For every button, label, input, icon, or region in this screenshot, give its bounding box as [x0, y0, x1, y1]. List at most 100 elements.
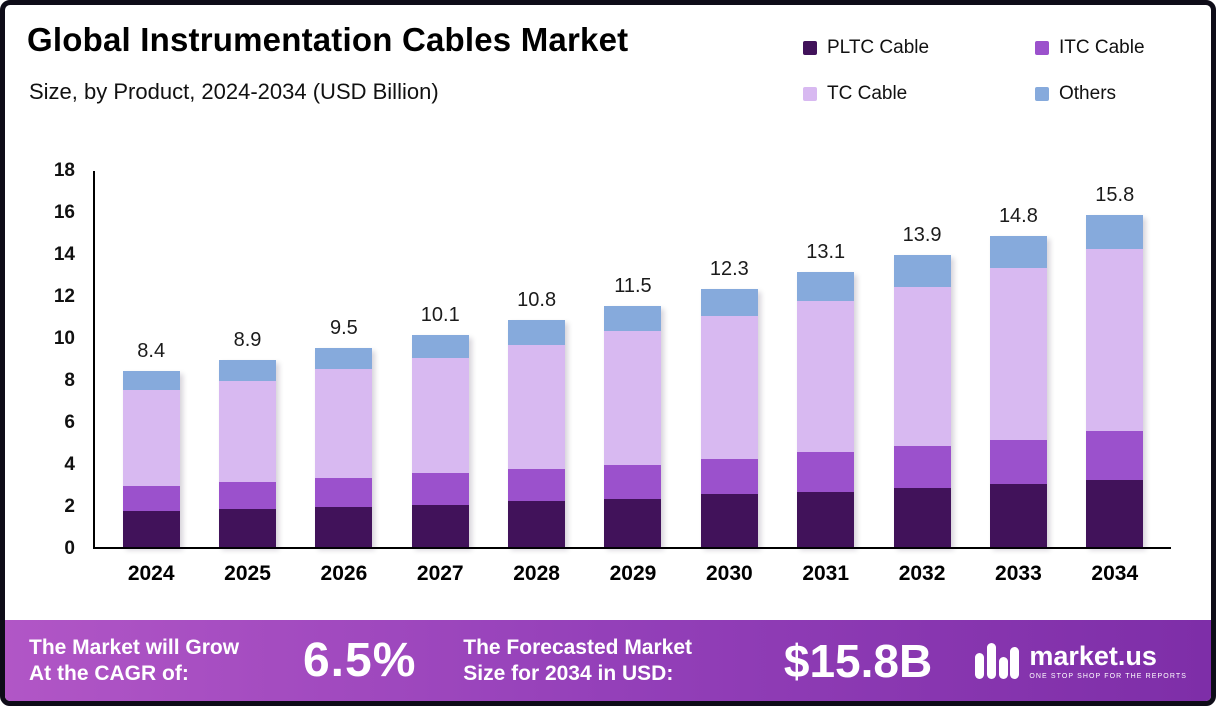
- y-tick-label: 2: [64, 496, 75, 517]
- bar-stack: [604, 305, 662, 548]
- bar-segment-tc-cable: [508, 345, 566, 470]
- x-axis-label: 2028: [513, 562, 560, 585]
- legend-label: PLTC Cable: [827, 37, 930, 58]
- legend-item-others: Others: [1035, 83, 1145, 105]
- bar-segment-itc-cable: [122, 486, 180, 512]
- bar-segment-others: [122, 370, 180, 390]
- x-axis-label: 2030: [705, 562, 753, 585]
- bar-segment-pltc-cable: [700, 494, 758, 547]
- bar-segment-tc-cable: [122, 389, 180, 487]
- cagr-label: The Market will Grow At the CAGR of:: [29, 635, 240, 685]
- bar-group: 11.5 2029: [604, 171, 662, 585]
- y-tick-label: 8: [64, 370, 75, 391]
- x-axis-label: 2031: [802, 562, 850, 585]
- bar-group: 10.8 2028: [508, 171, 566, 585]
- y-tick-label: 12: [53, 286, 75, 307]
- bar-segment-pltc-cable: [989, 483, 1047, 547]
- legend-swatch-tc-cable: [803, 87, 817, 101]
- bar-total-label: 9.5: [329, 316, 358, 339]
- bar-group: 8.4 2024: [122, 171, 180, 585]
- bar-segment-tc-cable: [893, 286, 951, 447]
- bar-segment-itc-cable: [1086, 431, 1144, 480]
- plot-area: 8.4 2024 8.9 2025 9.5 2026 10.1 2027 10.8 2028 11.…: [93, 171, 1171, 585]
- bar-segment-pltc-cable: [1086, 479, 1144, 547]
- x-axis-label: 2033: [995, 562, 1042, 585]
- bar-segment-tc-cable: [1086, 248, 1144, 432]
- page-subtitle: Size, by Product, 2024-2034 (USD Billion…: [29, 79, 439, 104]
- bar-stack: [989, 236, 1047, 547]
- bar-segment-itc-cable: [219, 481, 277, 510]
- y-tick-label: 14: [53, 244, 75, 265]
- bar-segment-itc-cable: [700, 458, 758, 495]
- bar-total-label: 10.8: [517, 289, 557, 312]
- bar-segment-itc-cable: [411, 473, 469, 505]
- legend-item-tc-cable: TC Cable: [803, 83, 1035, 105]
- bar-total-label: 13.9: [902, 224, 942, 247]
- bar-stack: [700, 288, 758, 547]
- bar-segment-others: [1086, 215, 1144, 249]
- bar-group: 12.3 2030: [700, 171, 758, 585]
- legend-label: Others: [1059, 83, 1117, 104]
- brand-text: market.us ONE STOP SHOP FOR THE REPORTS: [1029, 642, 1187, 680]
- y-tick-label: 18: [53, 160, 75, 181]
- y-tick-label: 6: [64, 412, 75, 433]
- bar-segment-others: [604, 305, 662, 331]
- bar-segment-pltc-cable: [219, 509, 277, 547]
- bar-segment-tc-cable: [797, 301, 855, 453]
- bar-total-label: 10.1: [420, 303, 460, 326]
- bar-segment-itc-cable: [989, 439, 1047, 484]
- bar-total-label: 8.9: [233, 329, 262, 352]
- bar-group: 8.9 2025: [219, 171, 277, 585]
- bar-total-label: 12.3: [709, 257, 749, 280]
- bar-segment-itc-cable: [315, 477, 373, 508]
- bar-segment-pltc-cable: [315, 507, 373, 547]
- y-tick-label: 16: [53, 202, 75, 223]
- legend-label: ITC Cable: [1059, 37, 1145, 58]
- bar-stack: [893, 255, 951, 547]
- bar-segment-pltc-cable: [604, 498, 662, 547]
- y-tick-label: 0: [64, 538, 75, 559]
- bar-segment-others: [315, 347, 373, 369]
- bar-group: 9.5 2026: [315, 171, 373, 585]
- x-axis-label: 2026: [320, 562, 368, 585]
- bar-segment-pltc-cable: [122, 511, 180, 547]
- bar-segment-others: [411, 334, 469, 358]
- brand-logo: market.us ONE STOP SHOP FOR THE REPORTS: [973, 641, 1187, 681]
- x-axis-label: 2025: [224, 562, 271, 585]
- brand-tagline: ONE STOP SHOP FOR THE REPORTS: [1029, 672, 1187, 680]
- bar-segment-tc-cable: [989, 267, 1047, 440]
- bar-total-label: 8.4: [137, 339, 166, 362]
- y-tick-label: 10: [53, 328, 75, 349]
- legend-swatch-pltc-cable: [803, 41, 817, 55]
- bar-stack: [219, 360, 277, 547]
- page-title: Global Instrumentation Cables Market: [27, 21, 629, 58]
- bar-segment-pltc-cable: [797, 492, 855, 547]
- bar-segment-pltc-cable: [508, 500, 566, 547]
- bar-segment-tc-cable: [411, 358, 469, 474]
- bar-segment-others: [700, 288, 758, 316]
- cagr-value: 6.5%: [302, 634, 417, 687]
- chart-legend: PLTC Cable ITC Cable TC Cable Others: [803, 37, 1145, 105]
- bar-group: 10.1 2027: [411, 171, 469, 585]
- forecast-value: $15.8B: [783, 634, 933, 687]
- bar-segment-others: [219, 360, 277, 382]
- bar-stack: [1086, 215, 1144, 547]
- bar-segment-others: [797, 271, 855, 302]
- bar-segment-others: [893, 255, 951, 287]
- y-axis: 0 2 4 6 8 10 12 14 16 18: [5, 160, 81, 559]
- bar-stack: [411, 334, 469, 547]
- x-axis-label: 2027: [416, 562, 464, 585]
- bar-segment-pltc-cable: [411, 504, 469, 547]
- bar-segment-others: [508, 320, 566, 346]
- bar-segment-itc-cable: [508, 469, 566, 501]
- bar-group: 13.1 2031: [797, 171, 855, 585]
- bar-segment-others: [989, 236, 1047, 268]
- legend-swatch-itc-cable: [1035, 41, 1049, 55]
- bar-segment-tc-cable: [315, 368, 373, 478]
- bar-total-label: 15.8: [1095, 184, 1135, 207]
- forecast-label: The Forecasted Market Size for 2034 in U…: [463, 635, 693, 685]
- footer-banner: The Market will Grow At the CAGR of: 6.5…: [5, 620, 1211, 701]
- bar-segment-tc-cable: [700, 316, 758, 459]
- bar-group: 14.8 2033: [989, 171, 1047, 585]
- bar-group: 15.8 2034: [1086, 171, 1144, 585]
